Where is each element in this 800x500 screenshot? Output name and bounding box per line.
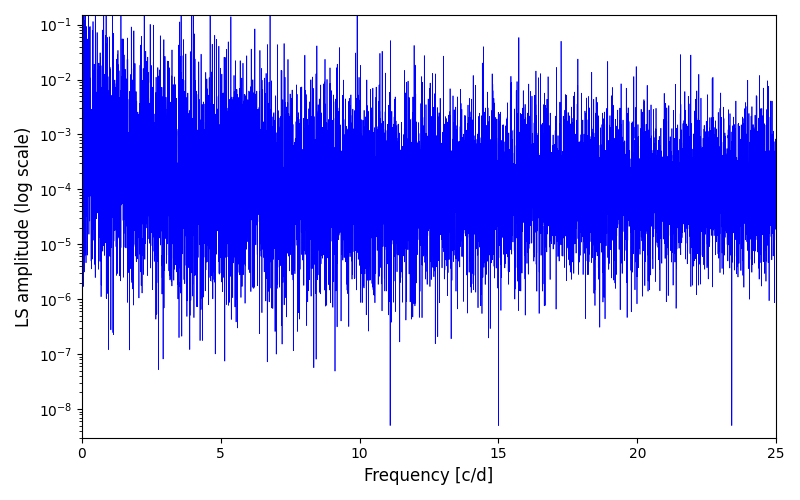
Y-axis label: LS amplitude (log scale): LS amplitude (log scale) <box>15 126 33 326</box>
X-axis label: Frequency [c/d]: Frequency [c/d] <box>364 467 494 485</box>
